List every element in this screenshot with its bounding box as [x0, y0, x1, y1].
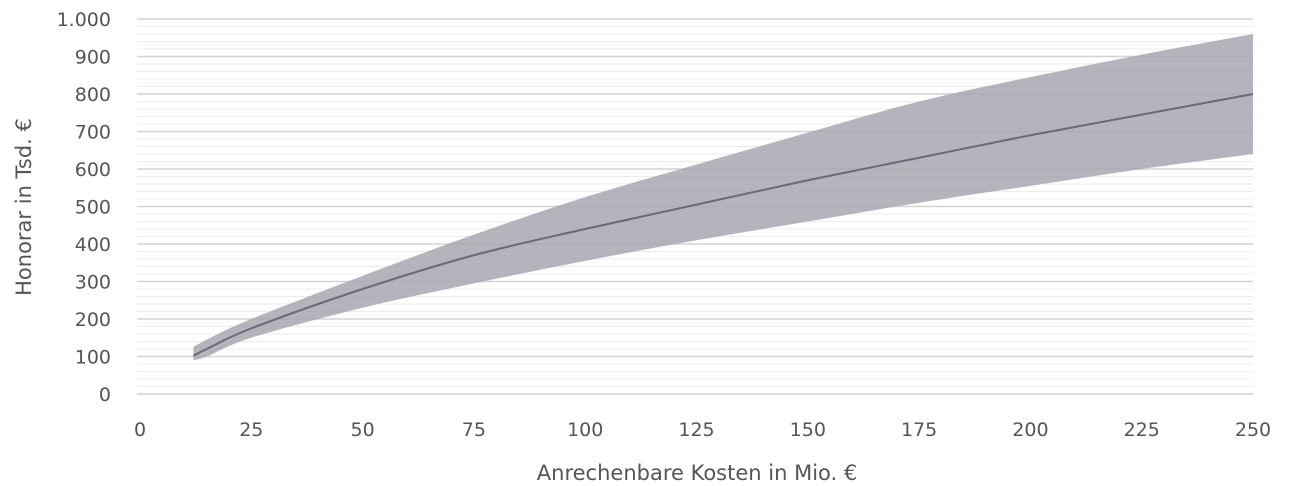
y-tick-label: 200 — [75, 309, 111, 331]
x-tick-label: 25 — [239, 419, 263, 441]
x-tick-label: 125 — [678, 419, 714, 441]
x-tick-label: 75 — [462, 419, 486, 441]
y-tick-label: 300 — [75, 272, 111, 294]
x-tick-label: 0 — [134, 419, 146, 441]
y-tick-label: 400 — [75, 234, 111, 256]
median-line-layer — [192, 93, 1254, 357]
x-tick-label: 250 — [1235, 419, 1271, 441]
x-axis-title: Anrechenbare Kosten in Mio. € — [537, 461, 857, 485]
y-tick-label: 600 — [75, 159, 111, 181]
x-axis-ticks: 0 25 50 75 100 125 150 175 200 225 250 — [134, 419, 1271, 441]
y-tick-label: 1.000 — [57, 9, 111, 31]
median-line — [192, 93, 1254, 357]
y-tick-label: 700 — [75, 122, 111, 144]
y-tick-label: 100 — [75, 347, 111, 369]
y-tick-label: 900 — [75, 47, 111, 69]
x-tick-label: 175 — [901, 419, 937, 441]
range-band-layer — [193, 34, 1254, 361]
x-tick-label: 150 — [790, 419, 826, 441]
x-tick-label: 50 — [351, 419, 375, 441]
y-tick-label: 0 — [99, 384, 111, 406]
y-axis-ticks: 0 100 200 300 400 500 600 700 800 900 1.000 — [57, 9, 111, 406]
range-band — [193, 34, 1254, 361]
y-axis-title: Honorar in Tsd. € — [12, 118, 36, 296]
y-tick-label: 500 — [75, 197, 111, 219]
x-tick-label: 100 — [567, 419, 603, 441]
x-tick-label: 200 — [1012, 419, 1048, 441]
x-tick-label: 225 — [1124, 419, 1160, 441]
y-tick-label: 800 — [75, 84, 111, 106]
